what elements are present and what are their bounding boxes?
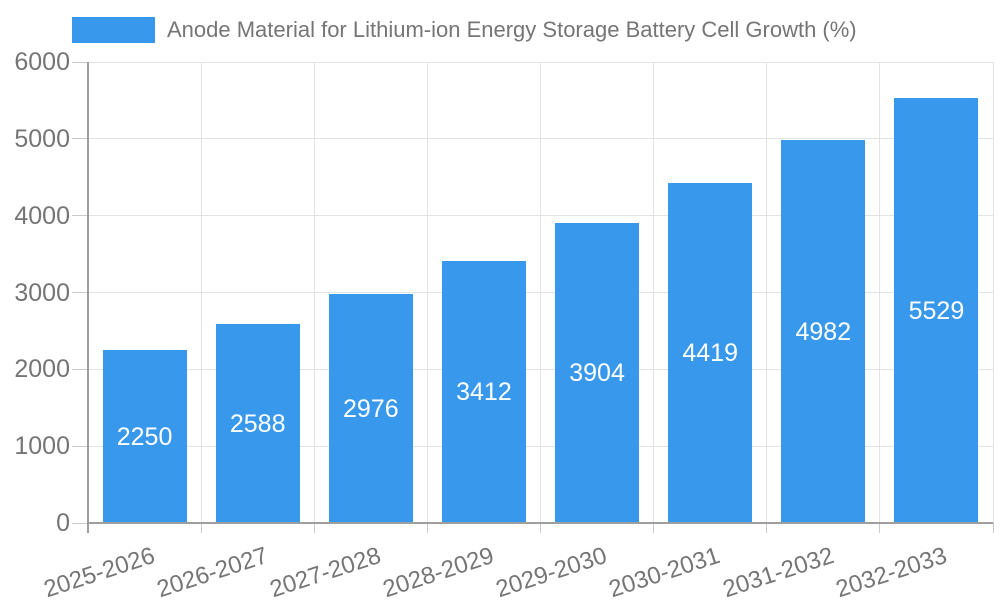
x-axis-tick-label: 2032-2033 bbox=[832, 542, 950, 600]
y-tick-mark bbox=[72, 368, 88, 370]
x-tick-mark bbox=[879, 523, 881, 533]
bar-value-label: 2250 bbox=[116, 422, 173, 451]
y-tick-mark bbox=[72, 292, 88, 293]
bar-2029-2030 bbox=[555, 223, 640, 523]
x-tick-mark bbox=[992, 523, 994, 533]
bar-value-label: 4982 bbox=[795, 317, 852, 346]
legend-label: Anode Material for Lithium-ion Energy St… bbox=[167, 17, 857, 42]
x-axis-tick-label: 2025-2026 bbox=[40, 542, 158, 600]
x-gridline bbox=[313, 62, 315, 523]
x-gridline bbox=[653, 62, 655, 523]
x-tick-mark bbox=[766, 523, 768, 533]
x-gridline bbox=[879, 62, 881, 523]
y-axis-tick-label: 5000 bbox=[14, 124, 70, 153]
bar-2026-2027 bbox=[215, 324, 300, 523]
y-axis-tick-label: 3000 bbox=[14, 278, 70, 307]
x-axis-tick-label: 2026-2027 bbox=[153, 542, 272, 600]
bar-value-label: 2976 bbox=[343, 394, 399, 423]
x-tick-mark bbox=[200, 523, 202, 533]
x-axis-tick-label: 2028-2029 bbox=[379, 542, 498, 600]
x-gridline bbox=[766, 62, 768, 523]
bar-2027-2028 bbox=[328, 294, 413, 523]
x-gridline bbox=[992, 62, 994, 523]
x-axis-tick-label: 2027-2028 bbox=[266, 542, 385, 600]
bar-value-label: 4419 bbox=[682, 339, 738, 368]
y-axis-tick-label: 2000 bbox=[14, 355, 70, 384]
y-tick-mark bbox=[72, 215, 88, 217]
y-axis-tick-label: 4000 bbox=[14, 201, 70, 230]
y-tick-mark bbox=[72, 138, 88, 140]
y-tick-mark bbox=[72, 522, 88, 524]
x-tick-mark bbox=[426, 523, 428, 533]
y-axis-tick-label: 6000 bbox=[14, 48, 70, 76]
x-axis-tick-label: 2031-2032 bbox=[719, 542, 837, 600]
x-axis-line bbox=[86, 522, 993, 524]
y-axis-tick-label: 0 bbox=[56, 509, 70, 537]
x-gridline bbox=[200, 62, 202, 523]
bar-2030-2031 bbox=[668, 183, 753, 523]
y-axis-tick-label: 1000 bbox=[14, 432, 70, 461]
bar-2032-2033 bbox=[894, 98, 979, 523]
legend-item[interactable]: Anode Material for Lithium-ion Energy St… bbox=[72, 17, 857, 43]
x-axis-tick-label: 2029-2030 bbox=[492, 542, 611, 600]
bar-2028-2029 bbox=[441, 260, 526, 523]
y-tick-mark bbox=[72, 445, 88, 447]
x-tick-mark bbox=[313, 523, 315, 533]
bar-2031-2032 bbox=[781, 140, 866, 523]
bar-value-label: 5529 bbox=[908, 296, 965, 325]
bar-value-label: 3412 bbox=[456, 377, 512, 406]
legend-swatch-icon bbox=[72, 17, 155, 43]
y-axis-line bbox=[86, 62, 89, 533]
bar-2025-2026 bbox=[102, 350, 187, 523]
x-gridline bbox=[540, 62, 541, 523]
bar-value-label: 2588 bbox=[229, 409, 286, 438]
x-axis-tick-label: 2030-2031 bbox=[606, 542, 724, 600]
x-tick-mark bbox=[540, 523, 541, 533]
y-tick-mark bbox=[72, 61, 88, 63]
bar-value-label: 3904 bbox=[569, 359, 625, 388]
x-tick-mark bbox=[653, 523, 655, 533]
x-gridline bbox=[426, 62, 428, 523]
